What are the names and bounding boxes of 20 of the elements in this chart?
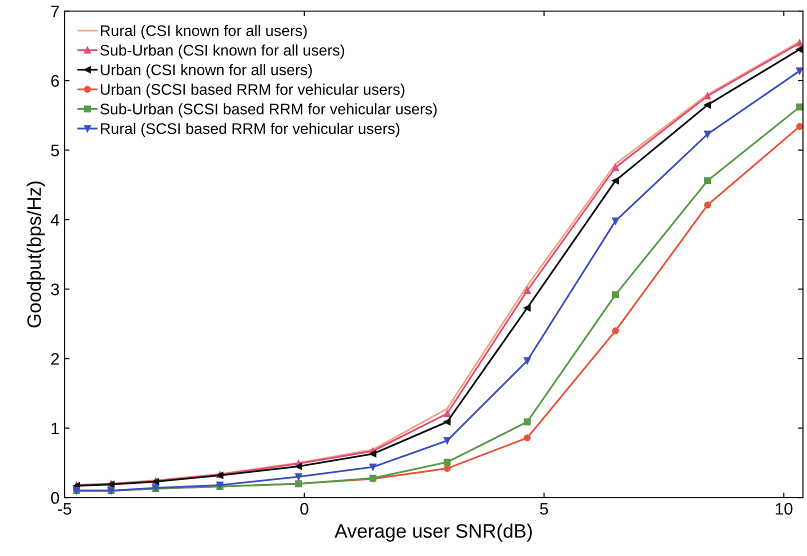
x-tick-label: 10 (776, 502, 792, 515)
legend-label: Urban (CSI known for all users) (100, 64, 312, 78)
y-tick-label: 3 (51, 284, 59, 296)
y-tick-label: 7 (51, 6, 59, 18)
legend-label: Rural (CSI known for all users) (100, 24, 307, 40)
x-tick-label: -5 (58, 503, 72, 515)
y-tick-label: 2 (51, 353, 59, 365)
legend-label: Rural (SCSI based RRM for vehicular users) (100, 122, 400, 138)
legend-label: Sub-Urban (CSI known for all users) (100, 44, 344, 59)
x-axis-title: Average user SNR(dB) (334, 524, 532, 542)
x-tick-label: 5 (540, 503, 548, 515)
y-tick-label: 4 (50, 214, 60, 226)
y-tick-label: 1 (52, 422, 59, 434)
legend-label: Urban (SCSI based RRM for vehicular users) (100, 84, 404, 98)
y-tick-label: 0 (51, 492, 60, 504)
legend-label: Sub-Urban (SCSI based RRM for vehicular users) (100, 103, 437, 118)
y-axis-title: Goodput(bps/Hz) (26, 182, 45, 328)
y-tick-label: 5 (51, 144, 59, 156)
y-tick-label: 6 (51, 75, 59, 87)
x-tick-label: 0 (300, 502, 308, 515)
